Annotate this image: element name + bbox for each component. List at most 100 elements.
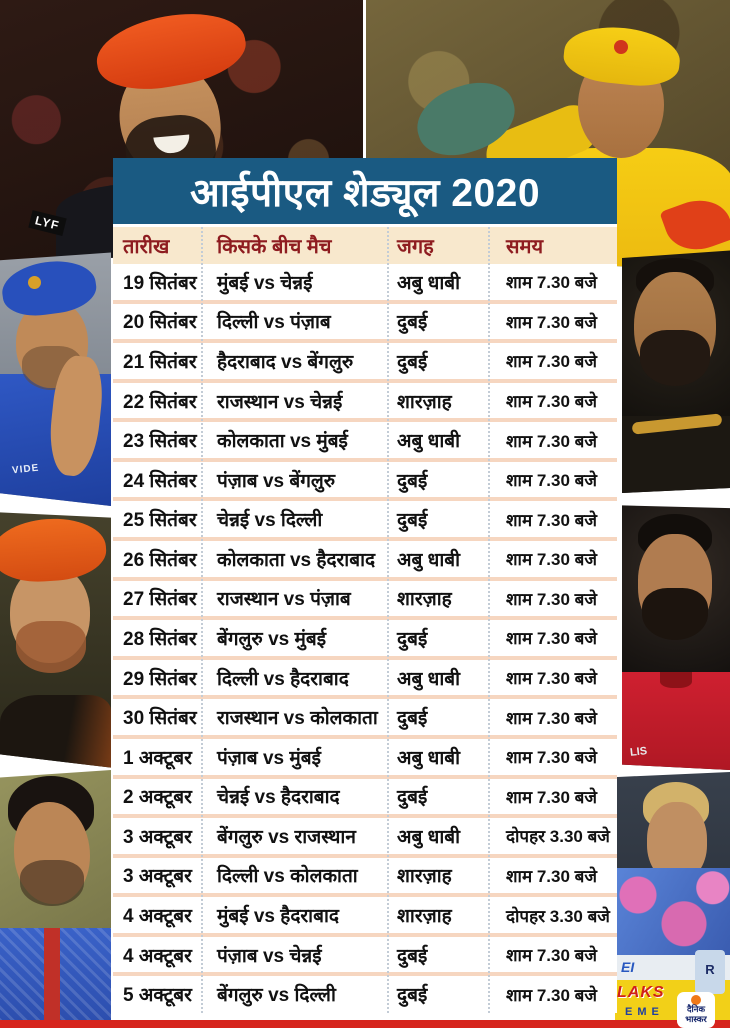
table-row: 4 अक्टूबर पंज़ाब vs चेन्नई दुबई शाम 7.30 बज… (113, 936, 617, 977)
jersey-placket (44, 928, 60, 1022)
date-cell: 29 सितंबर (123, 668, 197, 690)
date-cell: 4 अक्टूबर (123, 945, 192, 967)
time-cell: शाम 7.30 बजे (506, 392, 597, 412)
table-row: 27 सितंबर राजस्थान vs पंज़ाब शारज़ाह शाम 7.… (113, 580, 617, 621)
photo-srh-player-left (0, 512, 111, 768)
table-row: 28 सितंबर बेंगलुरु vs मुंबई दुबई शाम 7.30 ब… (113, 620, 617, 660)
date-cell: 3 अक्टूबर (123, 866, 192, 888)
column-divider (488, 227, 490, 1013)
yellow-cap (561, 22, 683, 90)
venue-cell: अबु धाबी (397, 272, 461, 294)
time-cell: शाम 7.30 बजे (506, 510, 597, 530)
table-row: 2 अक्टूबर चेन्नई vs हैदराबाद दुबई शाम 7.30 … (113, 778, 617, 819)
venue-cell: दुबई (397, 945, 428, 967)
venue-cell: शारज़ाह (397, 391, 452, 413)
publisher-logo: दैनिक भास्कर (677, 992, 715, 1028)
table-body: 19 सितंबर मुंबई vs चेन्नई अबु धाबी शाम 7.30… (113, 264, 617, 1012)
venue-cell: शारज़ाह (397, 906, 452, 928)
date-cell: 3 अक्टूबर (123, 826, 192, 848)
jersey-shape (622, 672, 730, 770)
table-row: 23 सितंबर कोलकाता vs मुंबई अबु धाबी शाम 7.3… (113, 422, 617, 462)
blue-cap (0, 255, 100, 321)
match-cell: कोलकाता vs हैदराबाद (217, 549, 376, 571)
venue-cell: दुबई (397, 351, 428, 373)
match-cell: चेन्नई vs दिल्ली (217, 510, 323, 532)
match-cell: पंज़ाब vs चेन्नई (217, 945, 322, 967)
venue-cell: अबु धाबी (397, 668, 461, 690)
date-cell: 23 सितंबर (123, 431, 197, 453)
venue-cell: अबु धाबी (397, 747, 461, 769)
time-cell: शाम 7.30 बजे (506, 946, 597, 966)
venue-cell: अबु धाबी (397, 549, 461, 571)
date-cell: 2 अक्टूबर (123, 787, 192, 809)
match-cell: पंज़ाब vs मुंबई (217, 747, 321, 769)
time-cell: शाम 7.30 बजे (506, 787, 597, 807)
column-header-match: किसके बीच मैच (217, 236, 332, 258)
venue-cell: दुबई (397, 708, 428, 730)
adboard-mid-text: LAKS (617, 984, 665, 1001)
venue-cell: अबु धाबी (397, 431, 461, 453)
time-cell: शाम 7.30 बजे (506, 748, 597, 768)
cap-logo (614, 40, 628, 54)
table-header-row: तारीख किसके बीच मैच जगह समय (113, 227, 617, 264)
date-cell: 27 सितंबर (123, 589, 197, 611)
table-row: 5 अक्टूबर बेंगलुरु vs दिल्ली दुबई शाम 7.30 … (113, 976, 617, 1012)
column-header-venue: जगह (397, 236, 434, 258)
venue-cell: दुबई (397, 985, 428, 1007)
table-row: 3 अक्टूबर दिल्ली vs कोलकाता शारज़ाह शाम 7.3… (113, 857, 617, 898)
time-cell: शाम 7.30 बजे (506, 550, 597, 570)
photo-rr-player-bottom-right: EI LAKS EME R (615, 772, 730, 1028)
table-row: 20 सितंबर दिल्ली vs पंज़ाब दुबई शाम 7.30 बज… (113, 303, 617, 344)
page-title: आईपीएल शेड्यूल 2020 (189, 171, 541, 215)
time-cell: दोपहर 3.30 बजे (506, 906, 610, 926)
table-row: 22 सितंबर राजस्थान vs चेन्नई शारज़ाह शाम 7.… (113, 382, 617, 423)
match-cell: कोलकाता vs मुंबई (217, 431, 348, 453)
bottom-red-rule (0, 1020, 730, 1028)
time-cell: शाम 7.30 बजे (506, 273, 597, 293)
table-row: 24 सितंबर पंज़ाब vs बेंगलुरु दुबई शाम 7.30 … (113, 461, 617, 502)
column-divider (387, 227, 389, 1013)
date-cell: 19 सितंबर (123, 272, 197, 294)
date-cell: 26 सितंबर (123, 549, 197, 571)
table-row: 29 सितंबर दिल्ली vs हैदराबाद अबु धाबी शाम 7… (113, 659, 617, 700)
column-header-time: समय (506, 236, 544, 258)
date-cell: 28 सितंबर (123, 628, 197, 650)
time-cell: शाम 7.30 बजे (506, 708, 597, 728)
venue-cell: शारज़ाह (397, 589, 452, 611)
publisher-logo-sun-icon (691, 995, 701, 1005)
date-cell: 24 सितंबर (123, 470, 197, 492)
match-cell: मुंबई vs हैदराबाद (217, 906, 339, 928)
player-beard (642, 588, 708, 640)
publisher-name: दैनिक भास्कर (685, 1004, 707, 1024)
match-cell: दिल्ली vs पंज़ाब (217, 312, 331, 334)
player-beard (16, 621, 86, 673)
jersey-sponsor-text: LIS (629, 745, 648, 759)
team-crest: R (695, 950, 725, 994)
table-row: 4 अक्टूबर मुंबई vs हैदराबाद शारज़ाह दोपहर 3… (113, 897, 617, 937)
venue-cell: दुबई (397, 787, 428, 809)
venue-cell: दुबई (397, 628, 428, 650)
match-cell: पंज़ाब vs बेंगलुरु (217, 470, 336, 492)
schedule-panel: आईपीएल शेड्यूल 2020 तारीख किसके बीच मैच … (113, 158, 617, 1013)
title-band: आईपीएल शेड्यूल 2020 (113, 158, 617, 224)
venue-cell: दुबई (397, 510, 428, 532)
photo-kxip-player-right: LIS (622, 505, 730, 770)
time-cell: शाम 7.30 बजे (506, 629, 597, 649)
time-cell: शाम 7.30 बजे (506, 985, 597, 1005)
photo-kkr-player-right (622, 250, 730, 493)
time-cell: शाम 7.30 बजे (506, 589, 597, 609)
table-row: 30 सितंबर राजस्थान vs कोलकाता दुबई शाम 7.30… (113, 699, 617, 739)
time-cell: शाम 7.30 बजे (506, 431, 597, 451)
date-cell: 22 सितंबर (123, 391, 197, 413)
match-cell: चेन्नई vs हैदराबाद (217, 787, 340, 809)
date-cell: 21 सितंबर (123, 351, 197, 373)
match-cell: बेंगलुरु vs राजस्थान (217, 826, 356, 848)
match-cell: राजस्थान vs चेन्नई (217, 391, 343, 413)
table-row: 19 सितंबर मुंबई vs चेन्नई अबु धाबी शाम 7.30… (113, 264, 617, 304)
jersey-collar (660, 672, 692, 688)
match-cell: दिल्ली vs कोलकाता (217, 866, 358, 888)
table-row: 3 अक्टूबर बेंगलुरु vs राजस्थान अबु धाबी दोप… (113, 818, 617, 858)
time-cell: शाम 7.30 बजे (506, 669, 597, 689)
date-cell: 5 अक्टूबर (123, 985, 192, 1007)
